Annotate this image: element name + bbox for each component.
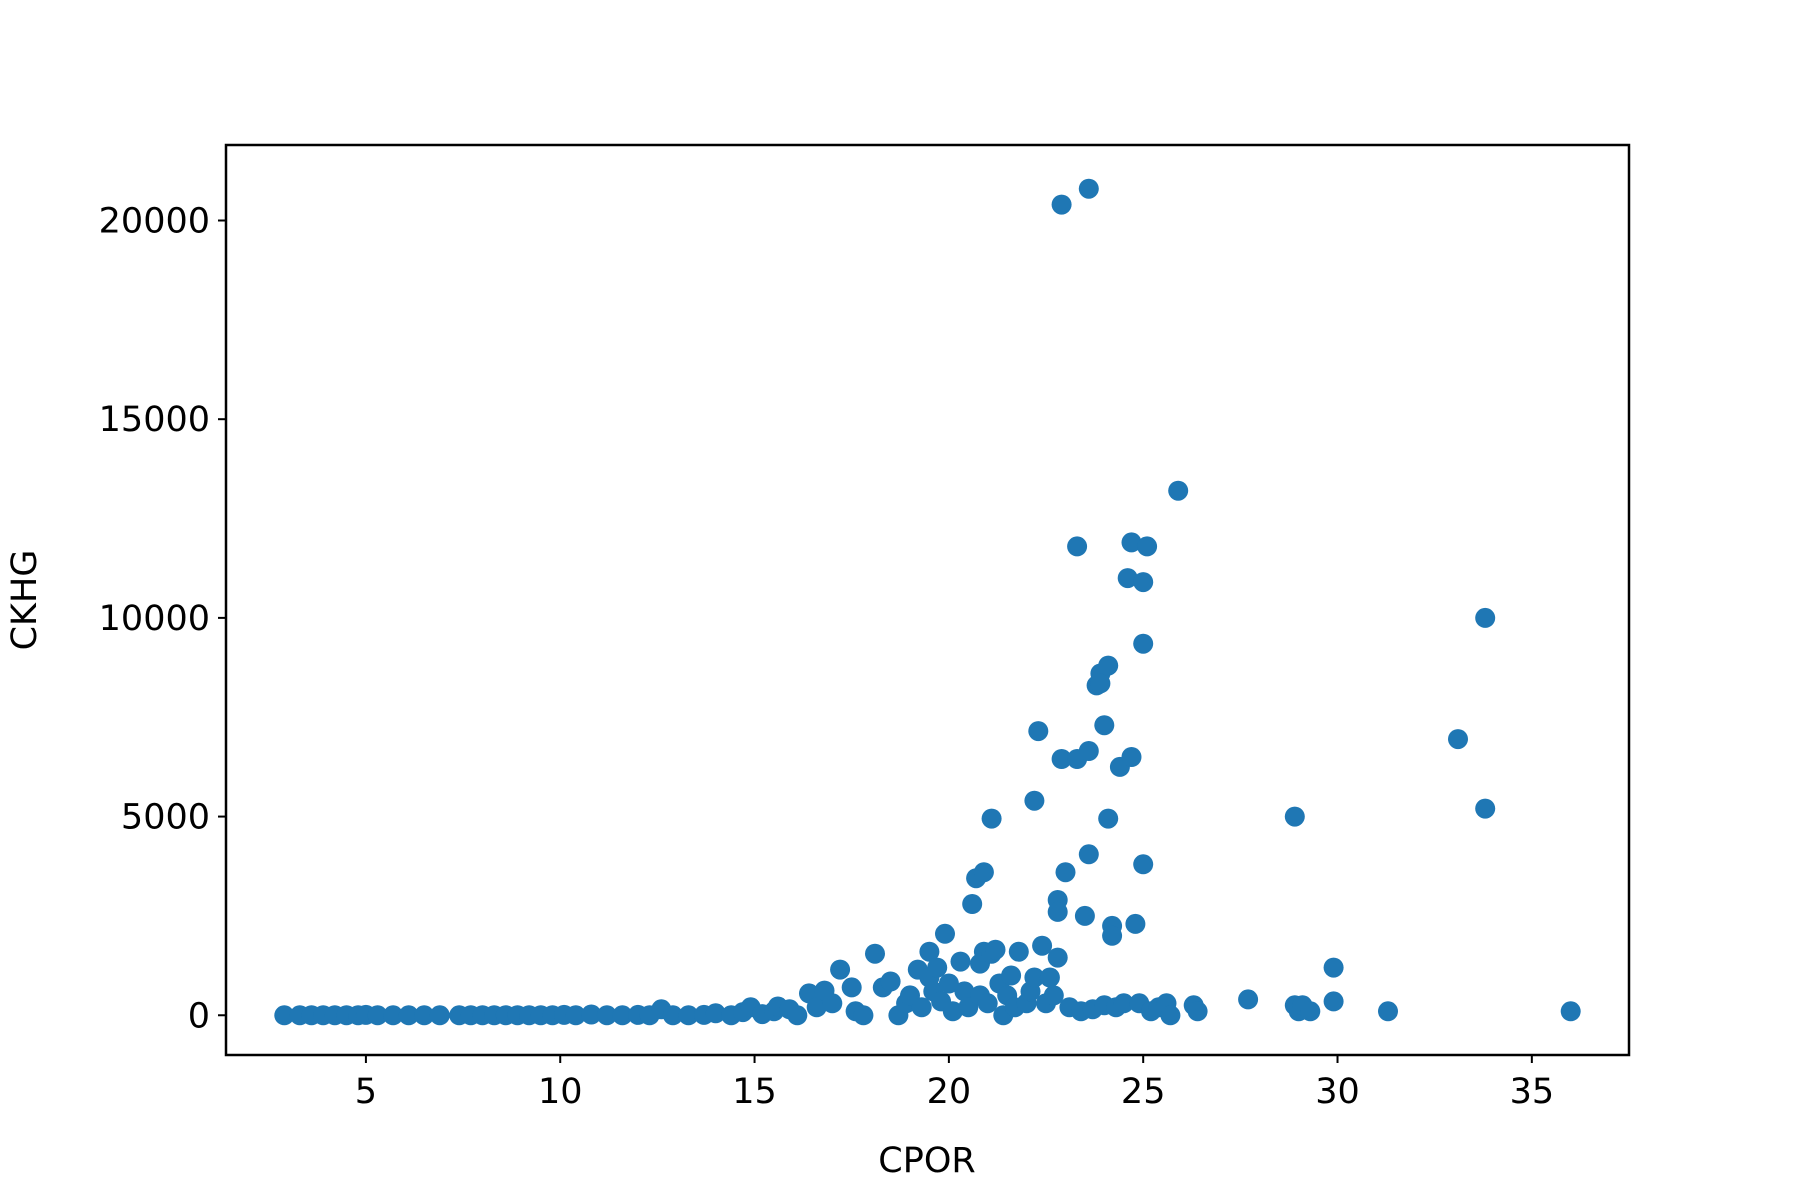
- data-point: [1001, 965, 1022, 986]
- data-point: [981, 808, 1002, 829]
- data-point: [1078, 844, 1099, 865]
- data-point: [414, 1005, 435, 1026]
- data-point: [274, 1005, 295, 1026]
- data-point: [1047, 901, 1068, 922]
- data-point: [1117, 568, 1138, 589]
- y-tick-label: 5000: [121, 798, 210, 838]
- data-point: [942, 1001, 963, 1022]
- data-point: [1378, 1001, 1398, 1022]
- data-point: [919, 941, 940, 962]
- plot-frame: [224, 143, 1631, 1057]
- data-point: [1133, 633, 1154, 654]
- data-point: [662, 1005, 683, 1026]
- data-point: [1098, 655, 1119, 676]
- data-point: [1032, 935, 1053, 956]
- data-point: [1098, 808, 1119, 829]
- x-tick-label: 30: [1315, 1072, 1360, 1112]
- data-point: [1168, 480, 1189, 501]
- data-point: [1102, 925, 1123, 946]
- data-point: [1024, 967, 1045, 988]
- data-point: [822, 993, 843, 1014]
- data-point: [962, 894, 983, 914]
- data-point: [1090, 673, 1111, 694]
- data-point: [383, 1005, 404, 1026]
- data-point: [841, 977, 862, 998]
- data-point: [830, 959, 851, 980]
- data-point: [977, 993, 998, 1014]
- data-point: [678, 1005, 699, 1026]
- data-point: [1047, 947, 1068, 968]
- data-point: [1475, 798, 1496, 819]
- x-tick-label: 20: [927, 1072, 972, 1112]
- data-point: [1028, 721, 1049, 742]
- data-point: [1121, 747, 1142, 767]
- data-point: [927, 957, 948, 978]
- data-point: [565, 1005, 586, 1026]
- x-axis-ticks: 5 10 15 20 25 30 35: [355, 1055, 1554, 1112]
- data-point: [1475, 607, 1496, 628]
- data-point: [1078, 741, 1099, 761]
- data-point: [1024, 790, 1045, 811]
- y-tick-label: 10000: [99, 599, 210, 639]
- data-point: [1238, 989, 1259, 1010]
- data-point: [787, 1005, 808, 1026]
- data-point: [612, 1005, 633, 1026]
- data-point: [1121, 532, 1142, 553]
- data-point: [1300, 1001, 1321, 1022]
- data-point: [1284, 806, 1305, 827]
- x-tick-label: 5: [355, 1072, 377, 1112]
- data-point: [1323, 991, 1344, 1012]
- data-point: [1187, 1001, 1208, 1022]
- y-tick-label: 20000: [99, 202, 210, 242]
- data-point: [1125, 913, 1146, 934]
- data-point: [596, 1005, 617, 1026]
- data-point: [429, 1005, 450, 1026]
- data-point: [705, 1003, 726, 1024]
- x-axis-label: CPOR: [878, 1141, 975, 1181]
- data-point: [1323, 957, 1344, 978]
- data-point: [1448, 729, 1468, 750]
- data-point: [1133, 572, 1154, 593]
- x-tick-label: 35: [1510, 1072, 1555, 1112]
- data-point: [935, 923, 955, 944]
- data-point: [985, 939, 1006, 960]
- data-point: [581, 1004, 602, 1025]
- x-tick-label: 15: [732, 1072, 777, 1112]
- data-point: [1113, 993, 1134, 1014]
- data-point: [954, 981, 975, 1002]
- scatter-points: [274, 178, 1581, 1026]
- data-point: [1039, 967, 1060, 988]
- data-point: [806, 997, 827, 1018]
- data-point: [973, 862, 994, 883]
- data-point: [1074, 905, 1095, 926]
- data-point: [367, 1005, 388, 1026]
- y-tick-label: 0: [188, 996, 210, 1036]
- data-point: [865, 943, 885, 964]
- data-point: [911, 997, 932, 1018]
- data-point: [1067, 536, 1088, 557]
- data-point: [1560, 1001, 1581, 1022]
- data-point: [853, 1005, 874, 1026]
- y-tick-label: 15000: [99, 400, 210, 440]
- data-point: [1137, 536, 1158, 557]
- data-point: [1051, 194, 1072, 215]
- data-point: [1008, 941, 1029, 962]
- y-axis-label: CKHG: [5, 550, 45, 651]
- data-point: [950, 951, 971, 972]
- data-point: [1160, 1005, 1181, 1026]
- data-point: [1078, 178, 1099, 199]
- data-point: [1094, 715, 1115, 736]
- x-tick-label: 10: [538, 1072, 583, 1112]
- data-point: [398, 1005, 419, 1026]
- data-point: [1055, 862, 1076, 883]
- data-point: [880, 971, 901, 992]
- y-axis-ticks: 0 5000 10000 15000 20000: [99, 202, 226, 1036]
- data-point: [1043, 985, 1064, 1006]
- x-tick-label: 25: [1121, 1072, 1166, 1112]
- data-point: [938, 973, 959, 994]
- data-point: [1051, 749, 1072, 769]
- data-point: [1133, 854, 1154, 875]
